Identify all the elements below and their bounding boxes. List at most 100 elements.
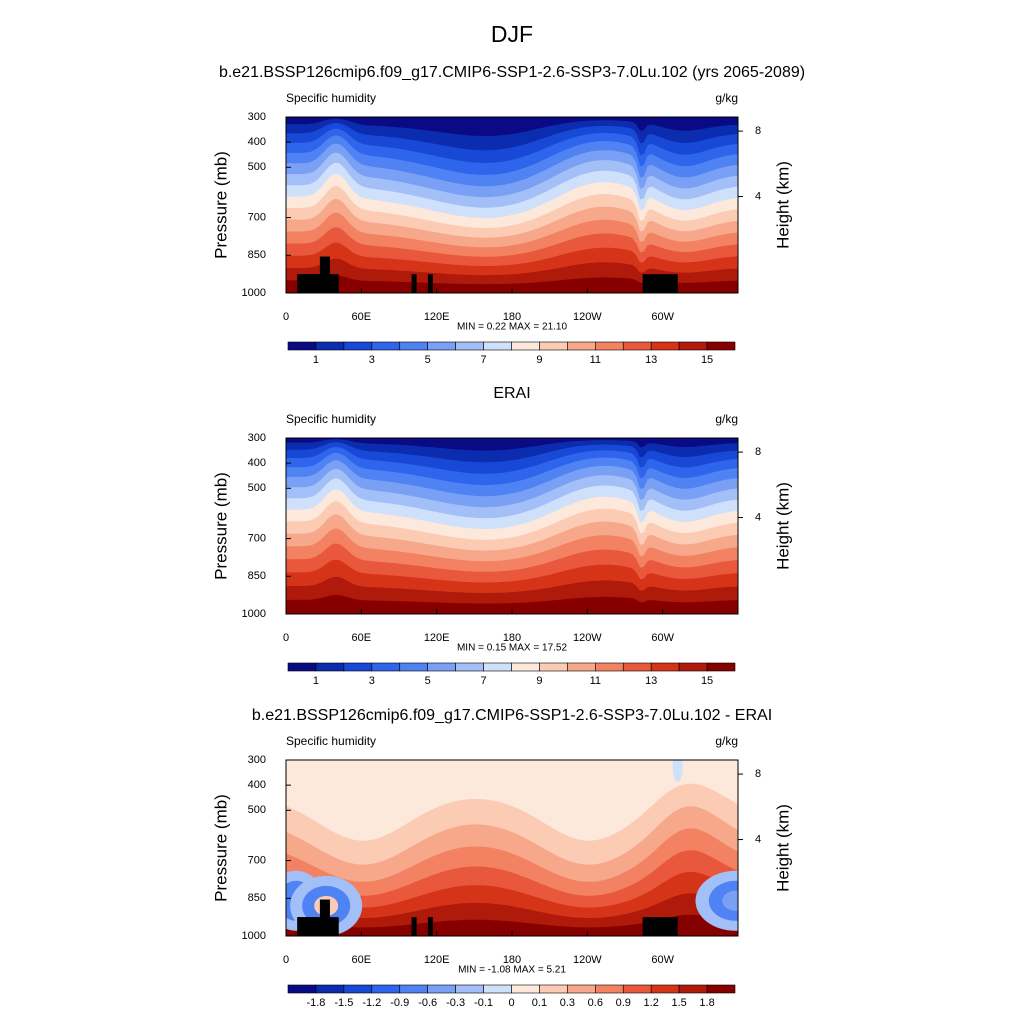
colorbar-box: [622, 341, 652, 351]
colorbar-box: [650, 984, 680, 994]
colorbar-label: -0.9: [390, 997, 409, 1009]
contour-field: [286, 438, 738, 614]
topography: [411, 274, 417, 293]
colorbar-box: [539, 341, 568, 351]
x-tick-label: 120W: [573, 311, 602, 323]
contour-band: [286, 438, 738, 451]
y-tick-label: 400: [248, 136, 266, 148]
y-tick-label: 500: [248, 161, 266, 173]
colorbar-box: [315, 662, 345, 672]
colorbar-box: [595, 662, 624, 672]
colorbar-box: [706, 341, 736, 351]
y-tick-label: 400: [248, 457, 266, 469]
contour-field: [286, 117, 738, 293]
colorbar-box: [539, 984, 568, 994]
y-tick-label: 850: [248, 249, 266, 261]
y-tick-label: 1000: [242, 608, 266, 620]
colorbar-box: [455, 984, 484, 994]
colorbar-label: 9: [536, 354, 542, 366]
y-tick-label: 500: [248, 804, 266, 816]
x-tick-label: 60W: [651, 311, 674, 323]
units-label: g/kg: [715, 734, 738, 748]
contour-field: [286, 760, 738, 936]
x-tick-label: 60W: [651, 954, 674, 966]
colorbar-box: [455, 662, 484, 672]
x-tick-label: 120E: [424, 311, 450, 323]
panel-title: b.e21.BSSP126cmip6.f09_g17.CMIP6-SSP1-2.…: [252, 707, 772, 724]
colorbar-box: [399, 662, 428, 672]
topography: [427, 274, 433, 293]
colorbar-box: [567, 341, 596, 351]
x-tick-label: 60W: [651, 632, 674, 644]
x-tick-label: 60E: [352, 632, 372, 644]
colorbar-label: 5: [425, 675, 431, 687]
topography: [319, 899, 330, 936]
x-tick-label: 120W: [573, 632, 602, 644]
topography: [411, 917, 417, 936]
stats: MIN = 0.22 MAX = 21.10: [457, 322, 567, 333]
x-tick-label: 120E: [424, 954, 450, 966]
colorbar-box: [650, 662, 680, 672]
x-tick-label: 180: [503, 311, 521, 323]
units-label: g/kg: [715, 412, 738, 426]
topography: [642, 917, 678, 936]
y-tick-label: 1000: [242, 930, 266, 942]
topography: [297, 917, 318, 936]
colorbar-label: 0: [508, 997, 514, 1009]
y-tick-label: 700: [248, 854, 266, 866]
colorbar-label: -1.2: [362, 997, 381, 1009]
colorbar-box: [287, 662, 317, 672]
colorbar-label: -1.8: [306, 997, 325, 1009]
colorbar-label: 0.3: [560, 997, 575, 1009]
colorbar-box: [315, 984, 345, 994]
colorbar-box: [371, 341, 401, 351]
x-tick-label: 0: [283, 311, 289, 323]
colorbar-label: 11: [590, 354, 601, 366]
y2-tick-label: 8: [755, 768, 761, 780]
y-tick-label: 500: [248, 482, 266, 494]
colorbar-box: [511, 662, 540, 672]
colorbar-label: 0.9: [616, 997, 631, 1009]
colorbar-box: [678, 662, 708, 672]
y2-tick-label: 8: [755, 125, 761, 137]
colorbar-box: [567, 662, 596, 672]
y-tick-label: 300: [248, 432, 266, 444]
y2-tick-label: 4: [755, 190, 761, 202]
colorbar-label: 7: [481, 354, 487, 366]
panel-title: b.e21.BSSP126cmip6.f09_g17.CMIP6-SSP1-2.…: [219, 64, 805, 81]
x-tick-label: 0: [283, 954, 289, 966]
colorbar-box: [287, 984, 317, 994]
colorbar-box: [399, 984, 428, 994]
colorbar-box: [678, 984, 708, 994]
colorbar-label: 13: [645, 354, 657, 366]
field-label: Specific humidity: [286, 412, 376, 426]
y-axis-label: Pressure (mb): [211, 472, 230, 580]
x-tick-label: 120W: [573, 954, 602, 966]
y-tick-label: 400: [248, 779, 266, 791]
colorbar-box: [343, 984, 373, 994]
colorbar-box: [427, 984, 456, 994]
topography: [297, 274, 318, 293]
y2-axis-label: Height (km): [773, 804, 792, 892]
y-tick-label: 300: [248, 754, 266, 766]
x-tick-label: 60E: [352, 311, 372, 323]
colorbar-box: [399, 341, 428, 351]
field-label: Specific humidity: [286, 91, 376, 105]
y2-tick-label: 4: [755, 511, 761, 523]
colorbar-box: [678, 341, 708, 351]
y-tick-label: 850: [248, 570, 266, 582]
colorbar-box: [427, 341, 456, 351]
y-tick-label: 850: [248, 892, 266, 904]
colorbar-label: 13: [645, 675, 657, 687]
colorbar-label: 5: [425, 354, 431, 366]
y-tick-label: 700: [248, 211, 266, 223]
x-tick-label: 0: [283, 632, 289, 644]
colorbar-label: 3: [369, 354, 375, 366]
colorbar-label: 15: [701, 675, 713, 687]
contour-band: [672, 760, 683, 782]
x-tick-label: 60E: [352, 954, 372, 966]
y-axis-label: Pressure (mb): [211, 794, 230, 902]
y2-axis-label: Height (km): [773, 482, 792, 570]
y2-axis-label: Height (km): [773, 161, 792, 249]
